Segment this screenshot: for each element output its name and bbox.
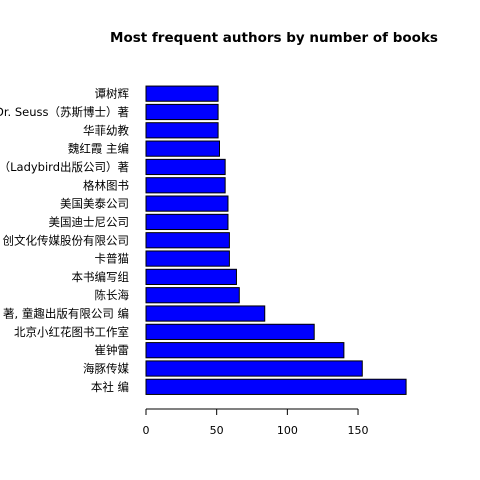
- category-label: 格林图书: [83, 178, 129, 192]
- bar: [145, 122, 219, 139]
- category-labels-group: 本社 编 海豚传媒 崔钟雷 北京小红花图书工作室 著, 童趣出版有限公司 编 陈长海 本书编…: [0, 87, 129, 394]
- category-label: 陈长海: [95, 288, 130, 302]
- bar: [145, 268, 237, 286]
- bar: [145, 287, 240, 304]
- x-axis: 0 50 100 150: [143, 408, 369, 437]
- bar: [145, 85, 219, 102]
- category-label: 本书编写组: [72, 270, 130, 284]
- x-tick-label: 0: [143, 424, 150, 437]
- bar: [145, 103, 219, 121]
- x-tick-label: 150: [348, 424, 369, 437]
- category-label: 美国迪士尼公司: [49, 215, 130, 229]
- category-label: 北京小红花图书工作室: [14, 325, 129, 339]
- category-label: 创文化传媒股份有限公司: [3, 233, 130, 247]
- bar: [145, 250, 230, 267]
- bar: [145, 360, 363, 377]
- category-label: 美国美泰公司: [60, 197, 129, 211]
- x-tick-label: 100: [277, 424, 298, 437]
- bar: [145, 177, 226, 194]
- bar: [145, 342, 345, 359]
- bar: [145, 158, 226, 176]
- bars-group: [145, 85, 407, 395]
- category-label: Dr. Seuss（苏斯博士）著: [0, 105, 129, 119]
- category-label: 魏红霞 主编: [68, 142, 129, 156]
- category-label: 华菲幼教: [83, 123, 129, 137]
- category-label: s（Ladybird出版公司）著: [0, 160, 129, 174]
- category-label: 本社 编: [91, 380, 129, 394]
- category-label: 卡普猫: [95, 252, 130, 266]
- bar: [145, 323, 315, 340]
- bar: [145, 195, 229, 212]
- bar: [145, 213, 229, 231]
- category-label: 崔钟雷: [95, 343, 130, 357]
- chart-title: Most frequent authors by number of books: [110, 30, 438, 46]
- x-tick-label: 50: [210, 424, 224, 437]
- category-label: 谭树辉: [95, 87, 130, 101]
- bar: [145, 305, 266, 322]
- category-label: 著, 童趣出版有限公司 编: [3, 307, 129, 321]
- bar: [145, 232, 230, 249]
- category-label: 海豚传媒: [83, 362, 129, 376]
- bar: [145, 140, 220, 157]
- bar: [145, 378, 407, 395]
